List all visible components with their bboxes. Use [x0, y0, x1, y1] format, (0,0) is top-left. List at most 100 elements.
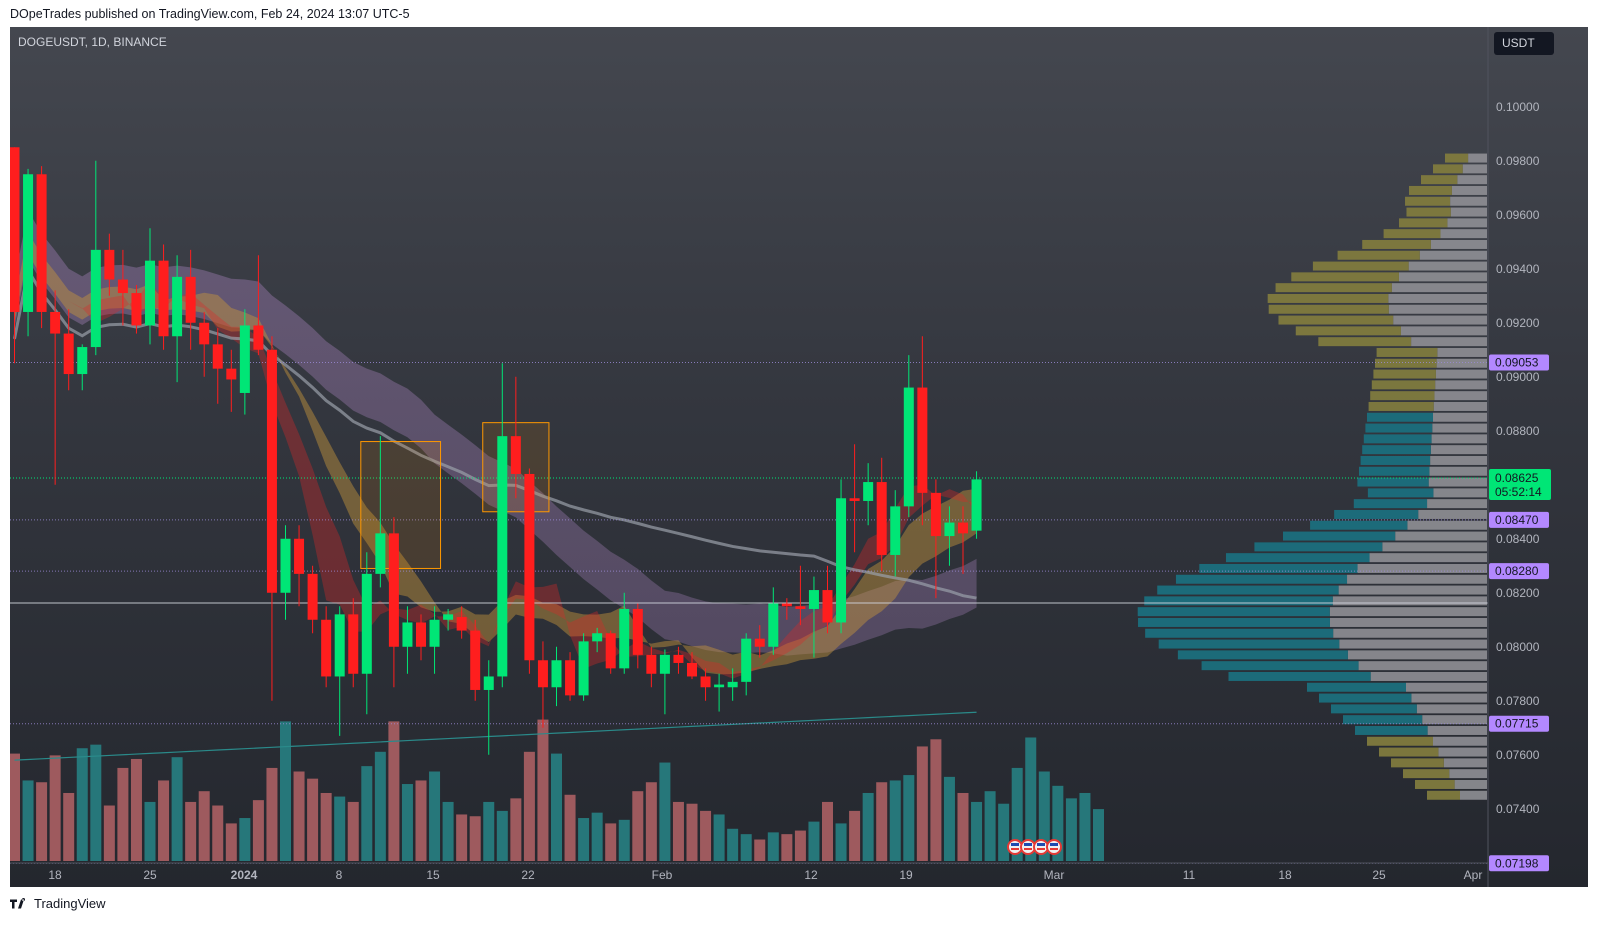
profile-row-down	[1435, 369, 1487, 379]
profile-row-down	[1436, 358, 1487, 368]
tradingview-logo-icon	[10, 897, 25, 908]
profile-row-up	[1331, 704, 1417, 714]
profile-row-down	[1433, 736, 1487, 746]
time-tick-label: Apr	[1464, 868, 1483, 882]
profile-row-up	[1343, 715, 1423, 725]
profile-row-up	[1337, 250, 1420, 260]
volume-bar	[713, 814, 725, 861]
volume-bar	[198, 791, 210, 861]
volume-bar	[930, 739, 942, 861]
candle-body	[443, 614, 454, 620]
price-axis: 0.10000 0.09800 0.09600 0.09400 0.09200 0.090…	[1487, 27, 1551, 887]
profile-row-up	[1291, 272, 1399, 282]
us-flag-icon	[1033, 839, 1049, 855]
volume-bar	[76, 748, 88, 861]
profile-row-up	[1362, 239, 1431, 249]
price-tick-label: 0.07400	[1496, 802, 1540, 816]
profile-row-up	[1254, 542, 1383, 552]
candle-body	[822, 590, 833, 623]
candle-body	[890, 506, 901, 555]
profile-row-down	[1358, 661, 1487, 671]
profile-row-up	[1355, 725, 1428, 735]
profile-row-down	[1427, 725, 1487, 735]
currency-selector[interactable]: USDT	[1494, 32, 1554, 55]
volume-bar	[266, 767, 278, 861]
profile-row-down	[1407, 520, 1487, 530]
profile-row-up	[1365, 423, 1433, 433]
candle-body	[90, 249, 101, 348]
price-marker-tag	[1489, 855, 1549, 872]
profile-row-up	[1362, 445, 1431, 455]
profile-row-up	[1371, 380, 1436, 390]
volume-bar	[347, 801, 359, 861]
candle-body	[63, 333, 74, 375]
price-chart-svg[interactable]: 0.10000 0.09800 0.09600 0.09400 0.09200 0.090…	[10, 27, 1588, 887]
volume-bar	[49, 755, 61, 861]
volume-bars	[10, 719, 1104, 861]
profile-row-down	[1333, 628, 1487, 638]
profile-row-down	[1437, 347, 1487, 357]
profile-row-down	[1332, 596, 1487, 606]
profile-row-down	[1391, 283, 1487, 293]
volume-bar	[429, 771, 441, 861]
countdown-label: 05:52:14	[1495, 485, 1542, 499]
profile-row-down	[1428, 477, 1487, 487]
profile-row-down	[1433, 401, 1487, 411]
profile-row-down	[1347, 650, 1487, 660]
profile-row-up	[1406, 207, 1451, 217]
us-flag-icon	[1007, 839, 1023, 855]
profile-row-up	[1360, 455, 1431, 465]
candle-body	[145, 260, 155, 326]
profile-row-up	[1383, 229, 1441, 239]
profile-row-up	[1368, 401, 1434, 411]
candle-body	[551, 660, 562, 688]
price-tick-label: 0.09800	[1496, 154, 1540, 168]
profile-row-down	[1382, 542, 1487, 552]
candle-body	[266, 349, 277, 593]
candle-body	[131, 293, 142, 326]
price-marker-label: 0.08470	[1495, 513, 1539, 527]
volume-bar	[1038, 771, 1050, 861]
volume-bar	[849, 810, 861, 861]
candle-body	[781, 603, 792, 607]
profile-row-down	[1432, 423, 1487, 433]
candle-body	[917, 387, 928, 493]
volume-bar	[388, 721, 400, 861]
volume-bar	[456, 814, 468, 861]
profile-row-down	[1419, 250, 1487, 260]
profile-row-up	[1409, 185, 1452, 195]
volume-bar	[794, 830, 806, 861]
volume-bar	[510, 798, 522, 861]
profile-row-up	[1228, 671, 1371, 681]
profile-row-down	[1450, 207, 1487, 217]
profile-row-up	[1391, 758, 1444, 768]
volume-bar	[998, 803, 1010, 861]
chart-area[interactable]: 0.10000 0.09800 0.09600 0.09400 0.09200 0.090…	[10, 27, 1588, 887]
price-tick-label: 0.08200	[1496, 586, 1540, 600]
candle-body	[361, 573, 372, 674]
us-flag-icon	[1046, 839, 1062, 855]
volume-bar	[957, 792, 969, 861]
candle-body	[483, 676, 494, 690]
profile-row-up	[1137, 607, 1330, 617]
profile-row-down	[1433, 488, 1487, 498]
candle-body	[578, 641, 589, 696]
profile-row-down	[1388, 304, 1487, 314]
volume-bar	[835, 823, 847, 861]
profile-row-up	[1405, 196, 1451, 206]
time-tick-label: 25	[1372, 868, 1386, 882]
candle-body	[334, 614, 345, 677]
profile-row-down	[1450, 196, 1487, 206]
profile-row-down	[1416, 704, 1487, 714]
profile-row-down	[1369, 553, 1487, 563]
profile-row-down	[1429, 466, 1487, 476]
volume-bar	[185, 801, 197, 861]
volume-bar	[334, 796, 346, 861]
flag-stripe	[1037, 848, 1045, 850]
volume-bar	[537, 719, 549, 861]
candle-body	[253, 325, 264, 350]
profile-row-up	[1353, 499, 1428, 509]
volume-bar	[415, 780, 427, 861]
profile-row-up	[1307, 682, 1406, 692]
candle-body	[294, 538, 305, 574]
